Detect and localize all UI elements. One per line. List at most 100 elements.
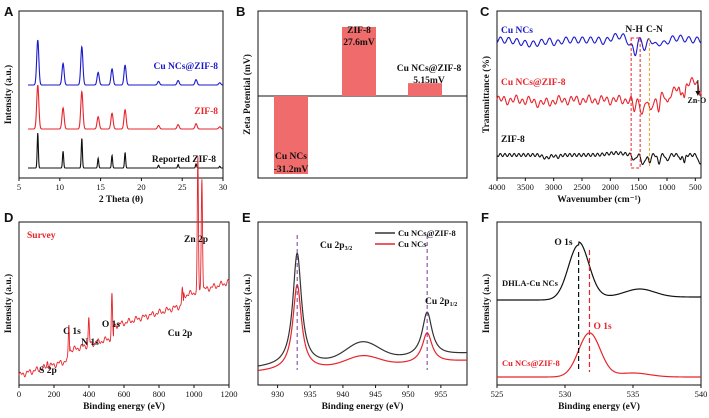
A-xtick-label: 25: [178, 182, 187, 192]
ftir-zno-label: Zn-O: [688, 96, 707, 105]
F-plot-frame: [496, 221, 702, 386]
C-xtick-label: 3500: [517, 182, 534, 192]
panel-a-xrd-chart: A Cu NCs@ZIF-8 ZIF-8 Reported ZIF-8 5 10 15 20 2…: [3, 4, 227, 205]
cu2p-series-line: [257, 252, 467, 367]
C-xtick-label: 1500: [630, 182, 647, 192]
A-xlabel: 2 Theta (θ): [99, 194, 143, 205]
xrd-series-line: [27, 39, 224, 86]
E-panel-label: E: [242, 210, 251, 225]
ftir-series-label: Cu NCs@ZIF-8: [501, 78, 566, 88]
D-plot-frame: [18, 221, 230, 386]
F-xtick-label: 530: [559, 389, 572, 399]
B-panel-label: B: [236, 4, 245, 19]
C-xtick-label: 2500: [574, 182, 591, 192]
ftir-zno-arrowhead: [695, 91, 701, 96]
ftir-cn-label: C-N: [646, 25, 663, 35]
E-xtick-label: 950: [402, 389, 415, 399]
xps-survey-title: Survey: [27, 231, 56, 241]
E-xtick-label: 955: [435, 389, 448, 399]
ftir-series-label: ZIF-8: [501, 135, 525, 145]
F-panel-label: F: [481, 210, 489, 225]
zeta-bar-name: Cu NCs@ZIF-8: [397, 64, 462, 74]
D-ylabel: Intensity (a.u.): [3, 274, 14, 333]
C-panel-label: C: [480, 4, 490, 19]
ftir-series-line: [496, 150, 702, 166]
C-xtick-label: 2000: [602, 182, 619, 192]
zeta-bar: [408, 83, 442, 96]
C-xtick-label: 1000: [659, 182, 676, 192]
C-plot-frame: [496, 10, 702, 179]
F-xlabel: Binding energy (eV): [558, 401, 640, 412]
xrd-series-line: [27, 133, 223, 169]
A-xtick-label: 5: [17, 182, 21, 192]
A-xtick-label: 10: [56, 182, 65, 192]
D-xtick-label: 200: [48, 389, 61, 399]
F-xtick-label: 525: [491, 389, 504, 399]
F-xtick-label: 540: [695, 389, 708, 399]
D-xtick-label: 400: [83, 389, 96, 399]
ftir-series-label: Cu NCs: [501, 26, 533, 36]
C-xtick-label: 500: [689, 182, 702, 192]
xrd-legend-label: Reported ZIF-8: [152, 155, 216, 165]
F-xtick-label: 535: [627, 389, 640, 399]
C-xlabel: Wavenumber (cm⁻¹): [557, 194, 640, 205]
zeta-bar-value: -31.2mV: [274, 165, 309, 175]
A-xtick-label: 30: [219, 182, 228, 192]
C-xtick-label: 4000: [489, 182, 506, 192]
A-panel-label: A: [4, 4, 14, 19]
C-xtick-label: 3000: [545, 182, 562, 192]
xps-peak-label: S 2p: [39, 366, 57, 376]
xps-peak-label: Cu 2p: [168, 329, 193, 339]
o1s-peak-label: O 1s: [554, 238, 573, 248]
B-ylabel: Zeta Potential (mV): [242, 54, 253, 135]
xps-peak-label: O 1s: [102, 320, 121, 330]
xps-peak-label: Zn 2p: [184, 235, 208, 245]
o1s-series-name: DHLA-Cu NCs: [502, 278, 559, 288]
xps-survey-line: [18, 156, 230, 378]
D-xtick-label: 800: [153, 389, 166, 399]
zeta-bar-value: 27.6mV: [343, 38, 375, 48]
D-xtick-label: 1000: [186, 389, 203, 399]
panel-e-cu2p-chart: E Cu 2p3/2 Cu 2p1/2 Cu NCs@ZIF-8Cu NCs 930 93…: [242, 210, 468, 412]
E-xlabel: Binding energy (eV): [322, 401, 404, 412]
xps-peak-label: N 1s: [81, 338, 99, 348]
D-panel-label: D: [4, 210, 13, 225]
ftir-nh-label: N-H: [625, 25, 643, 35]
B-plot-frame: [257, 10, 468, 179]
zeta-bar-name: Cu NCs: [275, 152, 307, 162]
cu2p-series-line: [257, 284, 468, 372]
E-ylabel: Intensity (a.u.): [242, 274, 253, 333]
D-xtick-label: 0: [17, 389, 21, 399]
cu2p-peak-label: Cu 2p1/2: [425, 297, 457, 308]
E-xtick-label: 930: [271, 389, 284, 399]
ftir-nh-band: [630, 37, 641, 169]
D-xlabel: Binding energy (eV): [83, 401, 165, 412]
A-xtick-label: 20: [137, 182, 146, 192]
E-xtick-label: 940: [337, 389, 350, 399]
zeta-bar: [342, 27, 376, 96]
E-xtick-label: 945: [369, 389, 382, 399]
A-ylabel: Intensity (a.u.): [3, 65, 14, 124]
o1s-peak-label: O 1s: [593, 322, 612, 332]
zeta-bar: [274, 96, 308, 174]
panel-b-zeta-chart: B Cu NCs ZIF-8 Cu NCs@ZIF-8 -31.2mV 27.6mV 5.1…: [236, 4, 468, 179]
o1s-series-name: Cu NCs@ZIF-8: [502, 358, 560, 368]
zeta-bar-value: 5.15mV: [413, 76, 445, 86]
cu2p-peak-label: Cu 2p3/2: [320, 241, 352, 252]
F-ylabel: Intensity (a.u.): [481, 274, 492, 333]
o1s-series-line: [497, 332, 701, 378]
E-plot-frame: [257, 221, 468, 386]
panel-d-xps-survey-chart: D Survey S 2p C 1sN 1sO 1s Cu 2p Zn 2p 0 200 400…: [3, 156, 238, 412]
panel-c-ftir-chart: C Cu NCs Cu NCs@ZIF-8 ZIF-8 N-H C-N Zn-O 4000 35…: [480, 4, 706, 205]
D-xtick-label: 1200: [221, 389, 238, 399]
xrd-legend-label: Cu NCs@ZIF-8: [153, 62, 218, 72]
zeta-bar-name: ZIF-8: [347, 26, 371, 36]
cu2p-legend-label: Cu NCs: [398, 239, 427, 249]
ftir-series-line: [496, 32, 702, 57]
ftir-series-line: [496, 77, 702, 115]
xrd-legend-label: ZIF-8: [194, 107, 218, 117]
xps-peak-label: C 1s: [63, 327, 81, 337]
E-xtick-label: 935: [304, 389, 317, 399]
xrd-series-line: [27, 84, 224, 130]
